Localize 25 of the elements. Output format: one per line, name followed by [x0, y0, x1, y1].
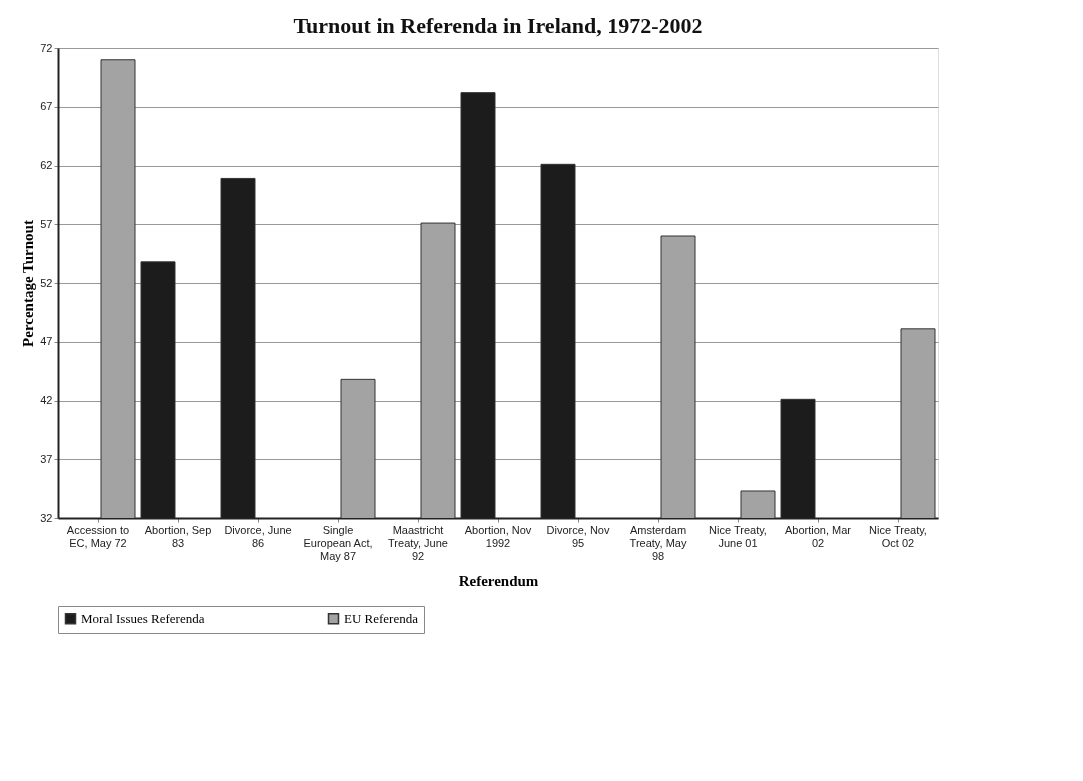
- y-axis-title: Percentage Turnout: [20, 220, 37, 347]
- x-axis-title: Referendum: [458, 572, 539, 589]
- chart-title: Turnout in Referenda in Ireland, 1972-2002: [293, 13, 703, 38]
- y-tick-label: 47: [40, 335, 53, 348]
- legend-label: Moral Issues Referenda: [81, 610, 205, 626]
- legend-label: EU Referenda: [344, 610, 419, 626]
- x-tick-label: Maastricht Treaty, June 92: [388, 523, 448, 562]
- x-tick-label: Divorce, Nov 95: [546, 523, 610, 549]
- x-tick-label: Abortion, Sep 83: [144, 523, 212, 549]
- x-tick-label: Single European Act, May 87: [303, 523, 373, 562]
- x-tick-label: Divorce, June 86: [224, 523, 292, 549]
- y-tick-label: 37: [40, 452, 53, 465]
- x-tick-label: Amsterdam Treaty, May 98: [629, 523, 687, 562]
- x-tick-label: Nice Treaty, June 01: [709, 523, 767, 549]
- y-tick-label: 67: [40, 100, 53, 113]
- y-tick-label: 72: [40, 41, 53, 54]
- x-tick-label: Abortion, Mar 02: [784, 523, 852, 549]
- y-tick-label: 52: [40, 276, 53, 289]
- y-tick-label: 62: [40, 159, 53, 171]
- y-tick-label: 57: [40, 217, 53, 230]
- y-tick-label: 32: [40, 511, 53, 524]
- x-tick-label: Nice Treaty, Oct 02: [869, 523, 927, 549]
- y-tick-label: 42: [40, 394, 53, 406]
- x-tick-label: Accession to EC, May 72: [66, 523, 130, 549]
- x-tick-label: Abortion, Nov 1992: [464, 523, 532, 549]
